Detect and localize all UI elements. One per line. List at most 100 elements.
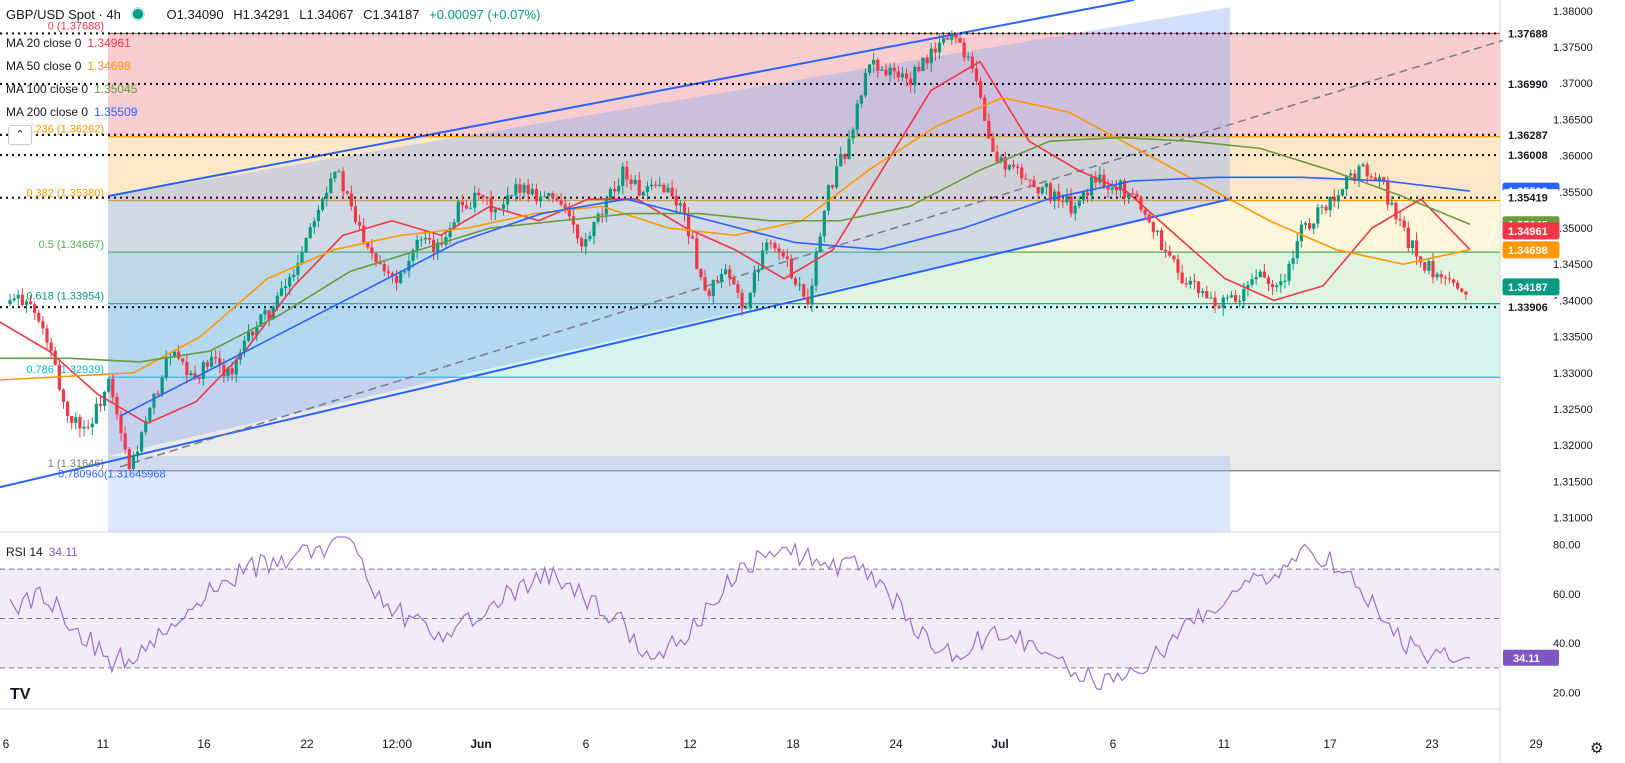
rsi-line — [9, 536, 1471, 691]
ma50-legend[interactable]: MA 50 close 0 1.34698 — [6, 59, 131, 73]
candle-body — [501, 204, 506, 209]
candle-body — [259, 314, 263, 327]
candle-body — [20, 294, 24, 305]
close-value: C1.34187 — [363, 7, 420, 22]
candle-body — [917, 66, 921, 72]
channel-median-line — [119, 28, 1541, 468]
candle-body — [958, 38, 962, 43]
gear-icon[interactable]: ⚙ — [1590, 740, 1604, 757]
price-label: 1.37688 — [1508, 28, 1548, 40]
candle-body — [473, 192, 477, 208]
candle-body — [456, 201, 460, 223]
candle-body — [164, 357, 168, 378]
candle-body — [160, 377, 164, 395]
candle-body — [246, 331, 251, 341]
price-label: 1.36287 — [1508, 130, 1548, 142]
price-tick-label: 1.35000 — [1553, 223, 1593, 235]
candle-body — [884, 69, 888, 76]
symbol-title[interactable]: GBP/USD Spot · 4h — [6, 7, 121, 22]
rsi-pane — [0, 536, 1500, 691]
candle-body — [518, 184, 522, 193]
candle-body — [1090, 177, 1094, 196]
candle-body — [1353, 173, 1357, 182]
candle-body — [1451, 279, 1456, 283]
candle-body — [978, 81, 983, 98]
candle-body — [1127, 193, 1131, 198]
candle-body — [12, 298, 16, 301]
candle-body — [999, 157, 1003, 162]
candle-body — [107, 378, 111, 392]
tradingview-logo-icon[interactable]: TV — [10, 686, 31, 703]
candle-body — [156, 393, 160, 395]
candle-body — [851, 129, 855, 139]
price-label: 1.36990 — [1508, 79, 1548, 91]
candle-body — [674, 196, 678, 206]
candle-body — [370, 247, 374, 254]
time-tick-label: 6 — [583, 737, 590, 751]
candle-body — [1147, 214, 1151, 223]
candle-body — [563, 204, 567, 210]
candle-body — [1382, 177, 1386, 182]
price-tick-label: 1.38000 — [1553, 6, 1593, 18]
candle-body — [1279, 281, 1283, 286]
fib-label: 0.382 (1.35380) — [26, 187, 104, 199]
candle-body — [686, 214, 691, 237]
candle-body — [703, 277, 707, 291]
candle-body — [1106, 186, 1110, 190]
price-series — [8, 30, 1468, 472]
candle-body — [1406, 227, 1410, 249]
channel-label: 0.780960(1.31645968 — [58, 469, 166, 481]
candle-body — [1332, 196, 1336, 202]
channel-lower-line — [0, 198, 1231, 489]
candle-body — [119, 414, 123, 434]
candle-body — [144, 420, 148, 433]
candle-body — [493, 209, 497, 213]
candle-body — [1258, 271, 1262, 278]
time-tick-label: 18 — [786, 737, 800, 751]
candle-body — [177, 351, 181, 359]
rsi-tick-label: 40.00 — [1553, 638, 1581, 650]
candle-body — [86, 426, 90, 428]
ma20-legend[interactable]: MA 20 close 0 1.34961 — [6, 36, 131, 50]
candle-body — [756, 269, 761, 273]
ma200-legend[interactable]: MA 200 close 0 1.35509 — [6, 105, 138, 119]
candle-body — [415, 239, 419, 251]
candle-body — [242, 340, 247, 353]
candle-body — [1377, 177, 1382, 181]
candle-body — [374, 253, 378, 263]
candle-body — [654, 184, 658, 187]
candle-body — [761, 250, 765, 270]
time-tick-label: 6 — [1110, 737, 1117, 751]
indicator-legend: MA 20 close 0 1.34961 MA 50 close 0 1.3469… — [6, 33, 137, 125]
collapse-legend-button[interactable]: ⌃ — [8, 125, 32, 145]
ma100-legend[interactable]: MA 100 close 0 1.35045 — [6, 82, 138, 96]
candle-body — [1040, 187, 1044, 194]
candle-body — [78, 417, 82, 429]
candle-body — [744, 307, 748, 309]
candle-body — [329, 178, 333, 193]
price-tick-label: 1.34500 — [1553, 259, 1593, 271]
candle-body — [970, 56, 974, 69]
candle-body — [1094, 177, 1098, 183]
candle-body — [1081, 192, 1086, 201]
candle-body — [214, 356, 218, 359]
candle-body — [588, 235, 592, 240]
candle-body — [218, 358, 222, 365]
candle-body — [567, 209, 571, 217]
candle-body — [436, 242, 440, 252]
price-tick-label: 1.32000 — [1553, 440, 1593, 452]
candle-body — [135, 451, 140, 457]
candle-body — [555, 198, 559, 201]
candle-body — [209, 356, 214, 367]
rsi-legend[interactable]: RSI 14 34.11 — [6, 545, 78, 559]
candle-body — [452, 222, 456, 229]
candle-body — [1201, 291, 1205, 294]
candle-body — [1435, 274, 1439, 278]
candle-body — [913, 66, 917, 85]
rsi-value: 34.11 — [48, 545, 78, 559]
candle-body — [1439, 274, 1443, 278]
candle-body — [596, 213, 600, 222]
rsi-label: RSI 14 — [6, 545, 43, 559]
candle-body — [946, 37, 950, 40]
candle-body — [1357, 166, 1361, 182]
